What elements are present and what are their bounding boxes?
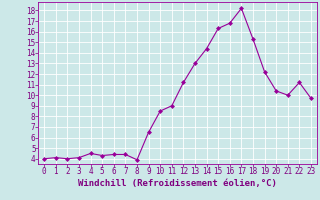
X-axis label: Windchill (Refroidissement éolien,°C): Windchill (Refroidissement éolien,°C) xyxy=(78,179,277,188)
